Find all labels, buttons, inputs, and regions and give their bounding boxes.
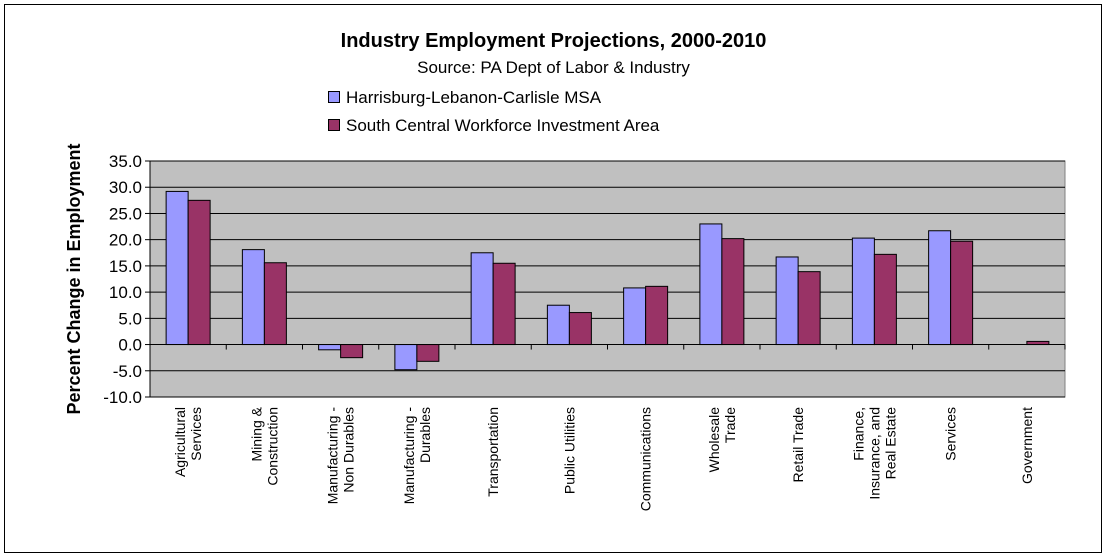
chart-title: Industry Employment Projections, 2000-20…: [340, 30, 767, 52]
x-tick-label: Insurance, and: [866, 407, 882, 500]
y-tick-label: 5.0: [118, 309, 142, 328]
plot-area: [149, 160, 1066, 398]
bar: [873, 253, 897, 346]
bar: [340, 344, 364, 359]
y-tick-label: -5.0: [113, 362, 142, 381]
x-tick-label: Non Durables: [341, 407, 357, 493]
x-tick-label: Retail Trade: [790, 407, 806, 483]
x-tick-label: Services: [943, 407, 959, 461]
bar: [568, 312, 592, 346]
x-tick-label: Finance,: [850, 407, 866, 461]
bar: [318, 344, 342, 351]
y-axis-label: Percent Change in Employment: [64, 143, 84, 414]
legend-entry-wia: South Central Workforce Investment Area: [328, 116, 659, 136]
x-tick-label: Public Utilities: [561, 407, 577, 494]
x-tick-label: Trade: [722, 407, 738, 443]
bar: [546, 304, 570, 346]
bar: [394, 344, 418, 371]
legend-label-msa: Harrisburg-Lebanon-Carlisle MSA: [346, 88, 602, 107]
legend-label-wia: South Central Workforce Investment Area: [346, 116, 660, 135]
x-tick-label: Construction: [264, 407, 280, 486]
bar: [165, 190, 189, 346]
legend-swatch-wia: [328, 118, 340, 131]
x-tick-label: Durables: [417, 407, 433, 463]
legend-entry-msa: Harrisburg-Lebanon-Carlisle MSA: [328, 88, 601, 108]
bar: [721, 238, 745, 346]
bar: [851, 237, 875, 346]
y-tick-label: 10.0: [109, 283, 142, 302]
bar: [187, 199, 211, 346]
bar: [263, 262, 287, 346]
x-tick-label: Communications: [638, 407, 654, 511]
bar: [645, 285, 669, 346]
bar: [623, 287, 647, 346]
x-tick-label: Government: [1019, 407, 1035, 484]
y-tick-label: 0.0: [118, 336, 142, 355]
y-tick-label: 25.0: [109, 204, 142, 223]
x-tick-label: Wholesale: [706, 407, 722, 473]
x-tick-label: Real Estate: [882, 407, 898, 480]
y-tick-label: 15.0: [109, 257, 142, 276]
y-tick-label: 30.0: [109, 178, 142, 197]
bar: [241, 249, 265, 346]
x-tick-label: Services: [188, 407, 204, 461]
bar: [470, 252, 494, 346]
x-tick-label: Agricultural: [172, 407, 188, 477]
bar: [699, 223, 723, 346]
y-tick-label: 35.0: [109, 152, 142, 171]
bar: [797, 271, 821, 346]
bar: [950, 240, 974, 346]
bar: [775, 256, 799, 346]
y-tick-label: 20.0: [109, 231, 142, 250]
bar: [416, 344, 440, 362]
bar: [928, 230, 952, 346]
x-tick-label: Mining &: [248, 406, 264, 461]
chart-subtitle: Source: PA Dept of Labor & Industry: [417, 58, 690, 77]
y-tick-label: -10.0: [103, 388, 142, 407]
x-tick-label: Transportation: [485, 407, 501, 497]
x-tick-label: Manufacturing -: [401, 407, 417, 505]
legend-swatch-msa: [328, 90, 340, 103]
bar: [492, 262, 516, 346]
x-tick-label: Manufacturing -: [325, 407, 341, 505]
